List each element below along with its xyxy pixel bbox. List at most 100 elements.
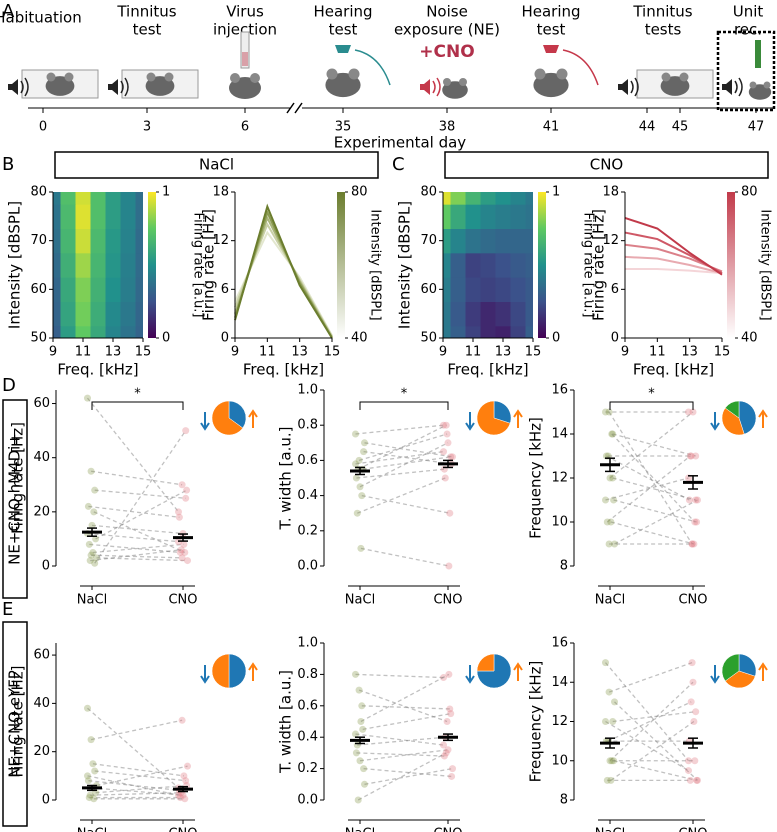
pair-line <box>360 547 450 567</box>
data-point <box>607 776 615 784</box>
stage-label: Virus <box>226 3 264 21</box>
heatmap-cell <box>90 325 106 338</box>
stage-label: Noise <box>426 3 468 21</box>
y-tick-label: 6 <box>611 282 619 297</box>
pie-slice <box>721 407 745 436</box>
heatmap-cell <box>53 277 61 302</box>
mouse-ear <box>459 78 467 86</box>
pie-slice <box>738 653 757 677</box>
x-tick-label: CNO <box>168 827 197 832</box>
data-point <box>352 749 360 757</box>
data-point <box>610 496 618 504</box>
data-point <box>183 486 191 494</box>
mouse-ear <box>164 72 174 82</box>
y-axis-label: Firing rate [Hz] <box>9 422 27 534</box>
pie-slice <box>724 400 740 419</box>
unit-rec-box <box>716 30 776 112</box>
data-point <box>607 518 615 526</box>
data-point <box>178 481 186 489</box>
mouse-ear <box>64 72 74 82</box>
y-tick-label: 60 <box>30 282 47 297</box>
heatmap-cell <box>465 204 481 229</box>
wave-line <box>354 49 391 86</box>
pie-slice <box>211 400 244 436</box>
heatmap-cell <box>525 301 533 327</box>
heatmap-cell <box>443 277 451 302</box>
panel-title: CNO <box>590 156 624 174</box>
heatmap-cell <box>480 277 496 302</box>
data-point <box>181 795 189 803</box>
heatmap-cell <box>450 204 466 229</box>
speaker-top <box>543 45 559 53</box>
pie-slice <box>724 670 756 689</box>
data-point <box>692 452 700 460</box>
data-point <box>184 762 191 770</box>
heatmap-cell <box>120 228 136 254</box>
heatmap-cell <box>90 204 106 229</box>
heatmap-cell <box>105 204 121 229</box>
pair-line <box>364 767 453 785</box>
pie-slice <box>493 400 512 424</box>
heatmap <box>53 192 143 338</box>
heatmap-cell <box>60 204 76 229</box>
arrow-up <box>513 662 523 681</box>
heatmap-cell <box>465 192 481 205</box>
x-tick-label: 13 <box>105 345 122 360</box>
pair-line <box>356 752 445 757</box>
arrow-up <box>758 662 768 681</box>
sound-wave <box>630 77 639 97</box>
arrow-down <box>465 665 475 684</box>
pair-line <box>86 397 180 513</box>
heatmap <box>443 192 533 338</box>
x-tick-label: 13 <box>681 345 698 360</box>
y-axis-label: Firing rate [Hz] <box>590 209 608 321</box>
y-tick-label: 1.0 <box>297 383 318 398</box>
data-point <box>352 460 359 468</box>
data-point <box>178 554 186 562</box>
heatmap-cell <box>105 252 121 278</box>
data-point <box>440 448 447 456</box>
mouse-ear <box>443 78 451 86</box>
y-tick-label: 12 <box>212 233 229 248</box>
y-tick-label: 1.0 <box>297 636 318 651</box>
y-tick-label: 60 <box>33 396 50 411</box>
data-point <box>691 757 699 765</box>
data-point <box>692 496 700 504</box>
data-point <box>86 557 94 565</box>
arrow-down <box>710 412 720 431</box>
pair-line <box>96 765 188 787</box>
heatmap-cell <box>120 204 136 229</box>
significance-label: * <box>134 387 141 402</box>
heatmap-cell <box>90 252 106 278</box>
pair-line <box>355 424 444 435</box>
x-tick-label: 15 <box>714 345 731 360</box>
stage-label: test <box>537 21 566 39</box>
y-tick-label: 10 <box>551 753 568 768</box>
pair-line <box>358 433 448 462</box>
colorbar-label: Firing rate [a.u.] <box>191 213 206 318</box>
sound-wave <box>20 77 29 97</box>
heatmap-cell <box>60 252 76 278</box>
data-point <box>357 544 365 552</box>
x-tick-label: 9 <box>231 345 239 360</box>
x-tick-label: 9 <box>49 345 57 360</box>
pair-line <box>89 543 181 554</box>
pair-line <box>88 780 180 791</box>
speaker-icon <box>722 79 732 95</box>
heatmap-cell <box>480 204 496 229</box>
data-point <box>685 757 692 765</box>
pair-line <box>357 424 447 470</box>
data-point <box>602 496 609 504</box>
series-line <box>625 268 723 275</box>
data-point <box>87 467 95 475</box>
heatmap-cell <box>135 301 143 327</box>
pair-line <box>90 549 182 562</box>
significance-bracket <box>359 401 449 410</box>
panel-label: A <box>2 1 15 22</box>
heatmap-cell <box>525 228 533 254</box>
y-axis-label: Intensity [dBSPL] <box>396 201 414 329</box>
pair-line <box>94 430 187 564</box>
data-point <box>693 776 701 784</box>
data-point <box>443 430 451 438</box>
heatmap-cell <box>443 192 451 205</box>
